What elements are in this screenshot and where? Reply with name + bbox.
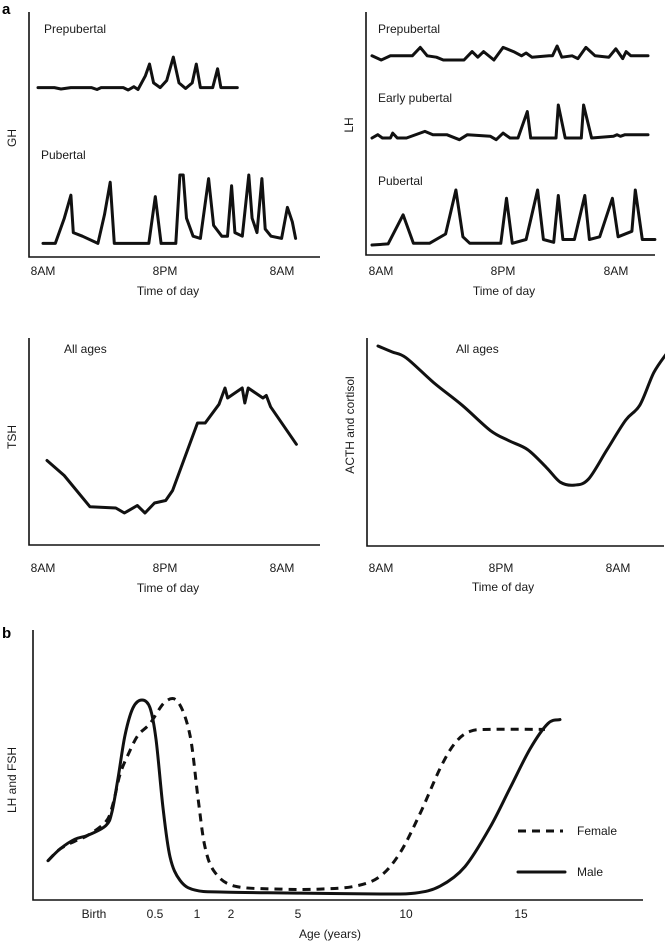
lh-series-pubertal <box>370 188 657 247</box>
lhfsh-series-male <box>46 698 562 896</box>
gh-axes <box>28 12 320 258</box>
gh-annotation-pubertal: Pubertal <box>41 148 86 162</box>
lhfsh-xtick-label: 2 <box>228 907 235 921</box>
gh-series-pubertal <box>41 173 298 245</box>
lh-axes <box>365 12 655 256</box>
tsh-chart: TSH All ages 8AM 8PM 8AM Time of day <box>5 338 320 595</box>
tsh-ylabel: TSH <box>5 425 19 449</box>
gh-series-prepubertal <box>36 55 239 92</box>
tsh-annotation-all-ages: All ages <box>64 342 107 356</box>
lh-series-early-pubertal <box>370 103 650 142</box>
acth-annotation-all-ages: All ages <box>456 342 499 356</box>
acth-axes <box>366 338 664 547</box>
gh-annotation-prepubertal: Prepubertal <box>44 22 106 36</box>
legend-male-label: Male <box>577 865 603 879</box>
gh-xtick-label: 8PM <box>153 264 178 278</box>
tsh-xtick-label: 8PM <box>153 561 178 575</box>
acth-xlabel: Time of day <box>472 580 534 594</box>
lhfsh-xtick-label: Birth <box>82 907 107 921</box>
lh-annotation-early-pubertal: Early pubertal <box>378 91 452 105</box>
panel-label-b: b <box>2 625 11 642</box>
gh-ylabel: GH <box>5 129 19 147</box>
gh-xtick-label: 8AM <box>270 264 295 278</box>
tsh-xtick-label: 8AM <box>270 561 295 575</box>
acth-xtick-label: 8AM <box>369 561 394 575</box>
lhfsh-xtick-label: 10 <box>399 907 413 921</box>
gh-xtick-label: 8AM <box>31 264 56 278</box>
lh-xtick-label: 8AM <box>604 264 629 278</box>
lhfsh-xtick-label: 1 <box>194 907 201 921</box>
lhfsh-axes <box>32 630 643 901</box>
acth-ylabel: ACTH and cortisol <box>343 376 357 473</box>
lh-ylabel: LH <box>342 117 356 132</box>
lhfsh-xtick-label: 15 <box>514 907 528 921</box>
lh-xtick-label: 8PM <box>491 264 516 278</box>
tsh-xlabel: Time of day <box>137 581 199 595</box>
panel-label-a: a <box>2 1 11 18</box>
lhfsh-ylabel: LH and FSH <box>5 747 19 813</box>
lhfsh-chart: LH and FSH Birth 0.5 1 2 5 10 15 Age (ye… <box>5 630 643 941</box>
lh-annotation-pubertal: Pubertal <box>378 174 423 188</box>
lh-annotation-prepubertal: Prepubertal <box>378 22 440 36</box>
lhfsh-xlabel: Age (years) <box>299 927 361 941</box>
tsh-xtick-label: 8AM <box>31 561 56 575</box>
lh-series-prepubertal <box>370 44 650 62</box>
gh-xlabel: Time of day <box>137 284 199 298</box>
acth-chart: ACTH and cortisol All ages 8AM 8PM 8AM T… <box>343 338 665 594</box>
lhfsh-xtick-label: 5 <box>295 907 302 921</box>
acth-xtick-label: 8AM <box>606 561 631 575</box>
acth-xtick-label: 8PM <box>489 561 514 575</box>
lhfsh-xtick-label: 0.5 <box>147 907 164 921</box>
lh-chart: LH Prepubertal Early pubertal Pubertal 8… <box>342 12 657 298</box>
tsh-series-all-ages <box>45 386 298 515</box>
legend-female-label: Female <box>577 824 617 838</box>
lh-xtick-label: 8AM <box>369 264 394 278</box>
tsh-axes <box>28 338 320 546</box>
lh-xlabel: Time of day <box>473 284 535 298</box>
gh-chart: GH Prepubertal Pubertal 8AM 8PM 8AM Time… <box>5 12 320 298</box>
acth-series-all-ages <box>376 344 665 487</box>
